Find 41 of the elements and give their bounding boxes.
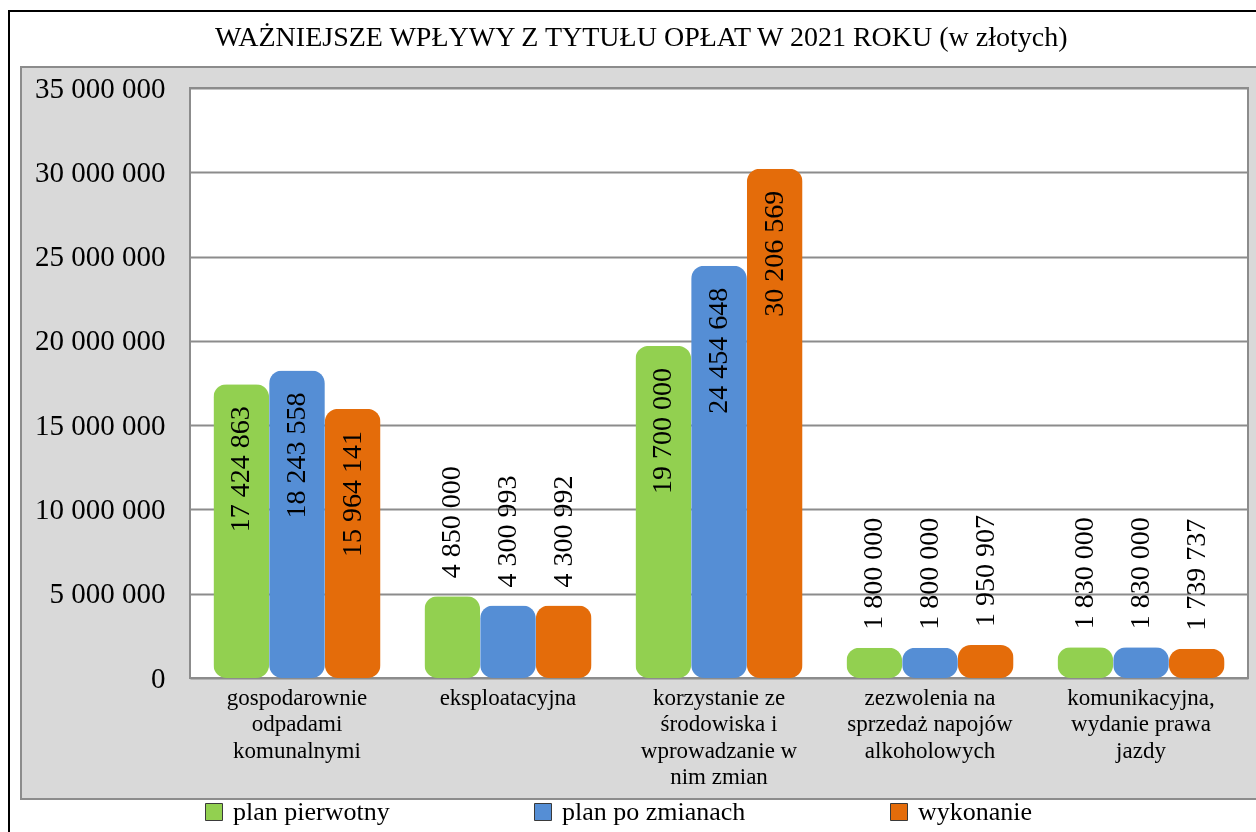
chart-title: WAŻNIEJSZE WPŁYWY Z TYTUŁU OPŁAT W 2021 ROKU (w złotych)	[214, 21, 1068, 52]
data-label: 30 206 569	[757, 190, 789, 317]
legend-label: wykonanie	[918, 797, 1033, 826]
bar	[480, 605, 536, 678]
x-tick-label: gospodarownie odpadami komunalnymi	[226, 684, 368, 763]
data-label: 18 243 558	[279, 392, 311, 519]
y-tick-label: 35 000 000	[35, 71, 166, 104]
data-label: 1 739 737	[1179, 518, 1211, 631]
data-label: 1 800 000	[913, 517, 945, 630]
data-label: 4 300 993	[490, 475, 522, 588]
legend-label: plan pierwotny	[233, 797, 390, 826]
y-tick-label: 5 000 000	[49, 577, 166, 610]
data-label: 17 424 863	[224, 406, 256, 533]
bar	[269, 370, 325, 678]
data-label: 1 950 907	[968, 515, 1000, 628]
y-tick-label: 15 000 000	[35, 408, 166, 441]
legend-label: plan po zmianach	[562, 797, 746, 826]
bar	[691, 265, 747, 678]
x-tick-label: eksploatacyjna	[439, 684, 577, 710]
bar	[424, 596, 481, 678]
bar	[535, 605, 592, 678]
data-label: 24 454 648	[702, 287, 733, 414]
bar	[324, 408, 381, 678]
y-tick-label: 0	[151, 661, 166, 694]
data-label: 1 830 000	[1068, 517, 1100, 630]
data-label: 15 964 141	[335, 430, 367, 557]
bar	[746, 168, 803, 678]
bar	[635, 345, 692, 678]
y-tick-label: 10 000 000	[35, 492, 166, 525]
y-tick-label: 25 000 000	[35, 240, 166, 273]
data-label: 19 700 000	[646, 367, 678, 494]
x-tick-label: korzystanie ze środowiska i wprowadzanie w nim zmian	[640, 684, 798, 789]
data-label: 4 300 992	[546, 475, 578, 588]
data-label: 4 850 000	[435, 466, 467, 579]
bar	[213, 384, 270, 678]
data-label: 1 830 000	[1124, 517, 1156, 630]
y-tick-label: 30 000 000	[35, 155, 166, 188]
y-tick-label: 20 000 000	[35, 324, 166, 357]
x-tick-label: zezwolenia na sprzedaż napojów alkoholowych	[847, 684, 1014, 763]
data-label: 1 800 000	[857, 517, 889, 630]
x-tick-label: komunikacyjna, wydanie prawa jazdy	[1067, 684, 1215, 763]
